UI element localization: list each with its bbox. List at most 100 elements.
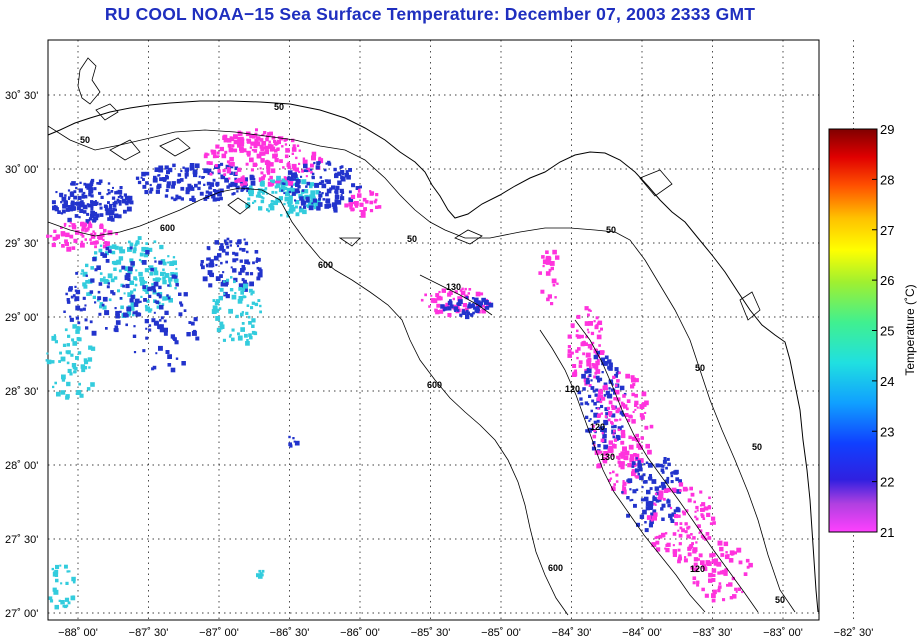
sst-pixel xyxy=(138,237,141,240)
sst-pixel xyxy=(233,280,236,284)
sst-pixel xyxy=(324,179,328,183)
sst-pixel xyxy=(472,311,475,315)
sst-pixel xyxy=(355,186,360,190)
sst-pixel xyxy=(239,180,243,184)
sst-pixel xyxy=(180,303,184,307)
sst-pixel xyxy=(241,248,246,252)
contour-labels: 5050505060060060060013012013012012050505… xyxy=(80,102,785,605)
sst-pixel xyxy=(229,240,233,244)
sst-pixel xyxy=(92,218,96,223)
sst-pixel xyxy=(287,180,292,186)
sst-pixel xyxy=(430,294,433,297)
y-tick-label: 27˚ 00' xyxy=(5,608,38,620)
sst-pixel xyxy=(53,205,57,208)
sst-pixel xyxy=(632,410,635,413)
sst-pixel xyxy=(674,514,679,519)
sst-pixel xyxy=(80,272,83,275)
sst-pixel xyxy=(626,513,630,518)
sst-pixel xyxy=(138,258,142,262)
sst-pixel xyxy=(650,512,654,517)
sst-pixel xyxy=(464,303,467,306)
sst-pixel xyxy=(286,187,292,193)
sst-pixel xyxy=(589,366,592,370)
sst-pixel xyxy=(331,185,336,190)
sst-pixel xyxy=(711,578,716,582)
sst-pixel xyxy=(214,301,219,306)
sst-pixel xyxy=(53,229,57,233)
sst-pixel xyxy=(114,328,119,333)
sst-pixel xyxy=(86,212,90,216)
sst-pixel xyxy=(700,508,704,512)
sst-pixel xyxy=(183,309,187,312)
sst-pixel xyxy=(102,238,105,242)
sst-pixel xyxy=(179,301,183,305)
sst-pixel xyxy=(163,319,167,323)
sst-pixel xyxy=(160,271,165,276)
sst-pixel xyxy=(185,190,190,195)
sst-pixel xyxy=(294,440,300,446)
sst-pixel xyxy=(619,385,625,391)
sst-pixel xyxy=(679,522,683,525)
sst-pixel xyxy=(65,207,70,212)
sst-pixel xyxy=(575,349,579,353)
sst-pixel xyxy=(349,206,353,210)
sst-pixel xyxy=(162,178,167,182)
sst-pixel xyxy=(155,292,158,295)
x-tick-label: −86˚ 00' xyxy=(340,627,380,639)
sst-pixel xyxy=(71,246,76,250)
sst-pixel xyxy=(592,363,598,369)
sst-pixel xyxy=(314,201,320,207)
sst-pixel xyxy=(662,459,667,464)
sst-pixel xyxy=(608,411,613,416)
sst-pixel xyxy=(661,470,665,474)
sst-pixel xyxy=(229,156,234,162)
sst-pixel xyxy=(224,177,229,183)
sst-pixel xyxy=(359,209,362,212)
sst-pixel xyxy=(83,284,88,289)
sst-pixel xyxy=(588,427,592,431)
sst-pixel xyxy=(550,302,553,305)
sst-pixel xyxy=(237,167,242,172)
sst-pixel xyxy=(267,178,271,181)
sst-pixel xyxy=(743,572,748,576)
sst-pixel xyxy=(704,506,709,511)
sst-pixel xyxy=(153,270,159,276)
longitude-ticks: −88˚ 00' −87˚ 30' −87˚ 00' −86˚ 30' −86˚ 00'… xyxy=(58,627,873,639)
sst-pixel xyxy=(696,580,700,584)
sst-pixel xyxy=(711,568,717,573)
sst-pixel xyxy=(73,195,77,200)
sst-pixel xyxy=(676,489,682,494)
sst-pixel xyxy=(135,310,138,313)
sst-pixel xyxy=(712,573,716,577)
sst-pixel xyxy=(63,310,66,313)
sst-pixel xyxy=(300,175,303,178)
sst-pixel xyxy=(275,183,281,188)
sst-pixel xyxy=(303,205,306,208)
sst-pixel xyxy=(302,159,308,165)
sst-pixel xyxy=(284,143,288,146)
sst-pixel xyxy=(195,336,200,341)
sst-pixel xyxy=(67,601,71,605)
sst-pixel xyxy=(674,522,678,526)
sst-pixel xyxy=(241,311,244,314)
sst-pixel xyxy=(75,230,80,235)
sst-pixel xyxy=(312,198,317,203)
sst-pixel xyxy=(452,297,455,301)
sst-pixel xyxy=(250,306,254,310)
sst-pixel xyxy=(99,244,103,247)
sst-pixel xyxy=(671,512,676,517)
sst-pixel xyxy=(117,189,123,195)
sst-pixel xyxy=(297,190,300,194)
sst-pixel xyxy=(256,266,260,270)
sst-pixel xyxy=(235,172,238,175)
sst-pixel xyxy=(334,194,340,200)
sst-pixel xyxy=(181,361,186,366)
sst-pixel xyxy=(228,177,231,180)
sst-pixel xyxy=(654,492,658,495)
sst-pixel xyxy=(547,256,552,261)
sst-pixel xyxy=(246,187,252,193)
sst-pixel xyxy=(339,188,344,193)
sst-pixel xyxy=(107,208,110,211)
sst-pixel xyxy=(448,290,453,295)
x-tick-label: −87˚ 00' xyxy=(199,627,239,639)
